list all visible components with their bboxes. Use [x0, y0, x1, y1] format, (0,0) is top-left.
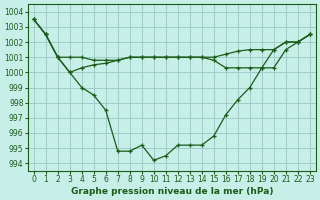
X-axis label: Graphe pression niveau de la mer (hPa): Graphe pression niveau de la mer (hPa): [70, 187, 273, 196]
